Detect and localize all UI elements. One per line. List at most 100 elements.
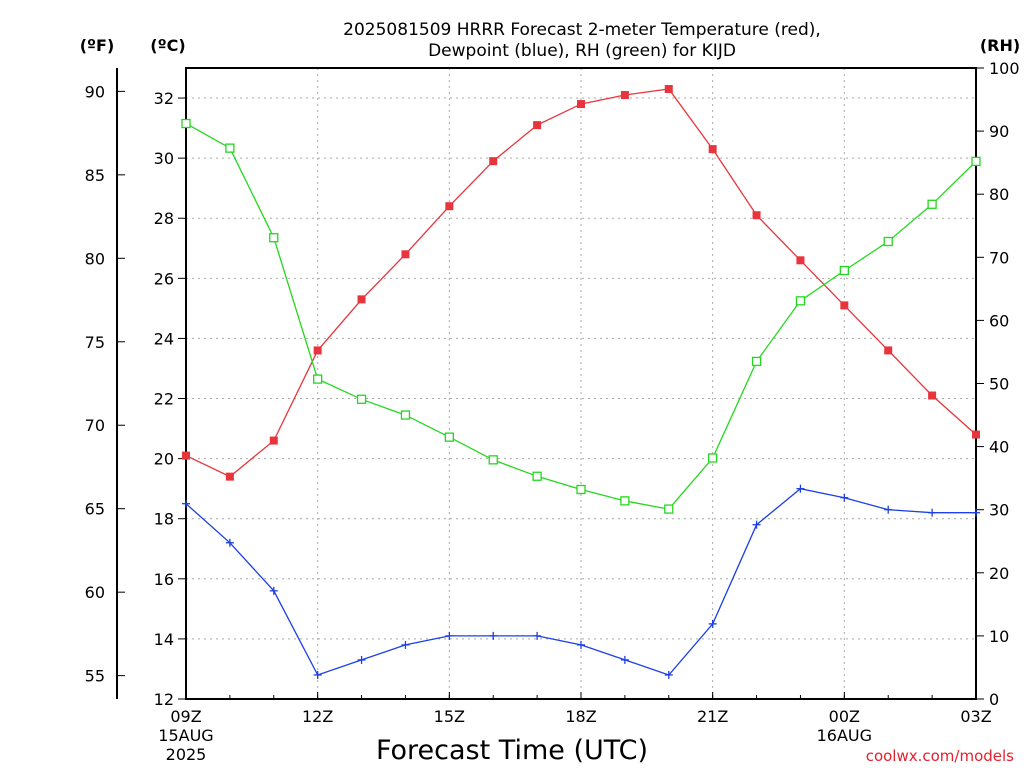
fahrenheit-tick-label: 55 [85, 667, 105, 686]
rh-tick-label: 10 [989, 627, 1009, 646]
dewpoint-point [664, 670, 673, 679]
temperature-point [225, 472, 234, 481]
rh-point [488, 455, 498, 465]
fahrenheit-tick-label: 60 [85, 583, 105, 602]
rh-point [269, 233, 279, 243]
dewpoint-point [533, 631, 542, 640]
dewpoint-point [708, 619, 717, 628]
dewpoint-point [182, 499, 190, 508]
dewpoint-point [928, 508, 937, 517]
x-tick-label: 09Z [170, 707, 201, 726]
source-watermark: coolwx.com/models [866, 747, 1014, 765]
axes: 12 14 16 18 20 22 24 26 28 30 32 55 60 65 70 75 80 85 90 0 1… [85, 59, 1020, 764]
x-tick-label: 00Z [829, 707, 860, 726]
x-tick-label: 12Z [302, 707, 333, 726]
rh-tick-label: 70 [989, 248, 1009, 267]
celsius-tick-label: 14 [154, 630, 174, 649]
temperature-point [313, 346, 322, 355]
plot-frame [185, 67, 977, 700]
rh-line [185, 122, 977, 510]
temperature-point [577, 100, 585, 109]
rh-tick-label: 90 [989, 122, 1009, 141]
temperature-point [445, 202, 454, 211]
dewpoint-point [401, 640, 410, 649]
dewpoint-point [445, 631, 454, 640]
celsius-tick-label: 28 [154, 209, 174, 228]
dewpoint-point [796, 484, 805, 493]
dewpoint-point [269, 586, 278, 595]
grid [186, 68, 976, 699]
rh-unit-label: (RH) [980, 36, 1020, 55]
rh-point [400, 410, 411, 420]
data-series [181, 85, 981, 679]
rh-point [883, 236, 893, 247]
rh-tick-label: 50 [989, 375, 1009, 394]
x-tick-date-label: 16AUG [817, 726, 872, 745]
temperature-point [533, 121, 542, 130]
temperature-point [182, 451, 190, 460]
rh-point [444, 432, 454, 442]
temperature-point [664, 85, 673, 94]
fahrenheit-tick-label: 85 [85, 166, 105, 185]
rh-point [225, 143, 235, 153]
rh-point [313, 374, 323, 384]
celsius-tick-label: 16 [154, 570, 174, 589]
x-tick-label: 21Z [697, 707, 728, 726]
x-axis-title: Forecast Time (UTC) [376, 735, 648, 766]
fahrenheit-tick-label: 90 [85, 82, 105, 101]
fahrenheit-tick-label: 75 [85, 333, 105, 352]
rh-tick-label: 30 [989, 501, 1009, 520]
temperature-point [489, 157, 498, 166]
chart-title-line1: 2025081509 HRRR Forecast 2-meter Tempera… [343, 20, 821, 40]
x-tick-year-label: 2025 [166, 745, 207, 764]
rh-point [532, 471, 542, 481]
temperature-point [752, 211, 761, 220]
rh-point [576, 484, 586, 495]
rh-point [708, 453, 718, 463]
dewpoint-point [489, 631, 498, 640]
dewpoint-point [884, 505, 893, 514]
rh-point [795, 296, 806, 306]
dewpoint-point [357, 655, 366, 664]
fahrenheit-tick-label: 65 [85, 500, 105, 519]
celsius-tick-label: 22 [154, 390, 174, 409]
dewpoint-point [225, 538, 234, 547]
temperature-point [269, 436, 278, 445]
temperature-point [796, 256, 805, 265]
x-tick-date-label: 15AUG [158, 726, 213, 745]
celsius-tick-label: 20 [154, 450, 174, 469]
rh-point [356, 394, 367, 404]
rh-tick-label: 60 [989, 311, 1009, 330]
dewpoint-point [840, 493, 849, 502]
rh-tick-label: 20 [989, 564, 1009, 583]
rh-point [664, 504, 674, 514]
rh-point [751, 356, 762, 367]
x-tick-label: 15Z [434, 707, 465, 726]
celsius-tick-label: 18 [154, 510, 174, 529]
celsius-tick-label: 26 [154, 269, 174, 288]
dewpoint-point [752, 520, 761, 529]
rh-tick-label: 100 [989, 59, 1020, 78]
temperature-point [972, 430, 980, 439]
temperature-point [708, 145, 717, 154]
dewpoint-point [972, 508, 980, 517]
rh-tick-label: 80 [989, 185, 1009, 204]
rh-point [927, 199, 937, 209]
dewpoint-point [577, 640, 585, 649]
temperature-point [928, 391, 937, 400]
rh-point [620, 496, 630, 506]
celsius-tick-label: 12 [154, 690, 174, 709]
celsius-tick-label: 24 [154, 329, 174, 348]
fahrenheit-tick-label: 70 [85, 416, 105, 435]
temperature-point [840, 301, 849, 310]
x-tick-label: 03Z [960, 707, 991, 726]
temperature-point [357, 295, 366, 304]
rh-point [181, 118, 191, 129]
fahrenheit-tick-label: 80 [85, 249, 105, 268]
rh-point [971, 156, 981, 167]
temperature-point [401, 250, 410, 259]
dewpoint-point [620, 655, 629, 664]
rh-tick-label: 0 [989, 690, 999, 709]
fahrenheit-unit-label: (ºF) [80, 36, 115, 55]
